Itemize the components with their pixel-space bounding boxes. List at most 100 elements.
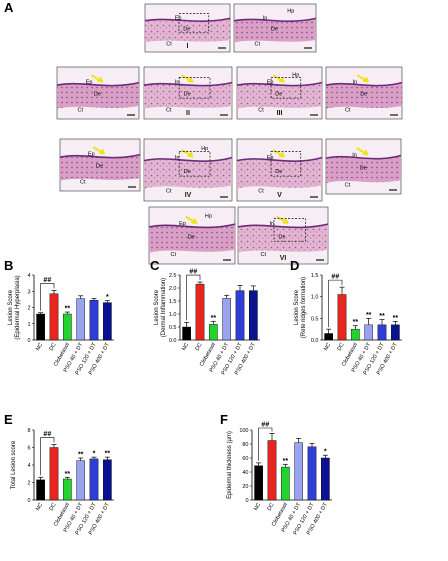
bar [195, 283, 205, 341]
bar [36, 479, 45, 501]
y-axis-label: Epidermal thickness (µm) [227, 431, 233, 499]
roman-label: III [277, 110, 283, 117]
bar [222, 298, 232, 341]
tissue-label: Ct [166, 108, 172, 114]
hash-marker: ## [43, 277, 51, 284]
y-tick-label: 0 [27, 338, 30, 344]
significance-marker: ** [65, 306, 71, 313]
tissue-label: De [275, 92, 282, 98]
significance-marker: ** [65, 471, 71, 478]
category-label: DC [337, 342, 346, 352]
comparison-bracket [328, 279, 343, 328]
category-label: NC [253, 502, 262, 512]
y-axis-label-2: (Rete ridges formation) [301, 277, 307, 338]
tissue-label: Ct [258, 188, 264, 194]
y-tick-label: 0 [27, 498, 30, 504]
y-tick-label: 1.5 [311, 273, 319, 279]
chart-b: B 0 1 2 3 4 Lesion Score (Epidermal Hyperplasia… [4, 258, 114, 376]
bar [324, 333, 333, 341]
tissue-label: Hp [292, 72, 299, 78]
tissue-label: Ep [267, 155, 274, 161]
bar [89, 458, 99, 501]
arrow-icon [181, 74, 194, 83]
tissue-label: Ct [171, 252, 177, 258]
roman-label: VI [280, 255, 287, 262]
epidermis-line [56, 81, 140, 87]
epidermis-line [143, 156, 233, 162]
y-tick-label: 0 [245, 498, 248, 504]
y-tick-label: 80 [242, 442, 248, 448]
bar [102, 302, 112, 341]
y-tick-label: 1 [27, 322, 30, 328]
tissue-label: De [184, 169, 191, 175]
y-tick-label: 1.5 [169, 299, 177, 305]
zoom-box [178, 77, 211, 99]
zoom-box [178, 13, 210, 34]
tissue-label: De [360, 92, 367, 98]
bar [102, 459, 112, 501]
bar [76, 460, 85, 501]
zoom-box [273, 218, 306, 242]
tissue-label: Ct [345, 108, 351, 114]
bar [63, 478, 72, 501]
tissue-label: Ct [345, 182, 351, 188]
bar [76, 298, 85, 341]
bar [364, 324, 373, 341]
tissue-label: In [175, 155, 180, 161]
tissue-band [326, 155, 401, 183]
y-tick-label: 3 [27, 289, 30, 295]
significance-marker: ** [78, 452, 84, 459]
significance-marker: * [106, 294, 109, 301]
hash-marker: ## [189, 269, 197, 276]
arrow-icon [185, 215, 198, 224]
arrow-icon [93, 146, 105, 155]
y-tick-label: 0.0 [311, 338, 319, 344]
category-label: DC [195, 342, 204, 352]
zoom-box [270, 151, 302, 177]
tissue-label: Ep [267, 80, 274, 86]
tissue-label: De [94, 92, 101, 98]
category-label: NC [323, 342, 332, 352]
epidermis-line [236, 156, 323, 162]
tissue-label: De [360, 165, 367, 171]
bar [248, 290, 258, 341]
tissue-label: Ct [166, 188, 172, 194]
epidermis-line [59, 153, 141, 159]
panel-label: D [290, 258, 299, 273]
y-tick-label: 100 [239, 428, 248, 434]
y-tick-label: 0.5 [311, 316, 319, 322]
tissue-label: Ct [78, 108, 84, 114]
y-tick-label: 2 [27, 481, 30, 487]
tissue-band [149, 224, 235, 253]
y-tick-label: 0.0 [169, 338, 177, 344]
epidermis-line [148, 223, 236, 229]
category-label: DC [49, 342, 58, 352]
arrow-icon [272, 74, 285, 83]
arrow-icon [91, 74, 104, 83]
significance-marker: ** [379, 313, 385, 320]
tissue-label: De [188, 234, 195, 240]
hash-marker: ## [261, 422, 269, 429]
comparison-bracket [40, 283, 55, 311]
roman-label: V [277, 192, 282, 199]
arrow-icon [356, 147, 369, 156]
y-tick-label: 20 [242, 484, 248, 490]
bar [294, 442, 303, 501]
tissue-label: Hp [205, 213, 212, 219]
category-label: NC [181, 342, 190, 352]
micrograph-tile: In De Ct II [143, 66, 233, 120]
micrograph-tile: Ep De Ct V [236, 138, 323, 202]
category-label: DC [267, 502, 276, 512]
y-axis-label: Lesion Score [154, 289, 160, 325]
y-tick-label: 2.5 [169, 273, 177, 279]
tissue-label: Ep [179, 221, 186, 227]
epidermis-line [325, 154, 402, 160]
y-axis-label-2: (Epidermal Hyperplasia) [15, 275, 21, 339]
tissue-label: Ct [166, 41, 172, 47]
